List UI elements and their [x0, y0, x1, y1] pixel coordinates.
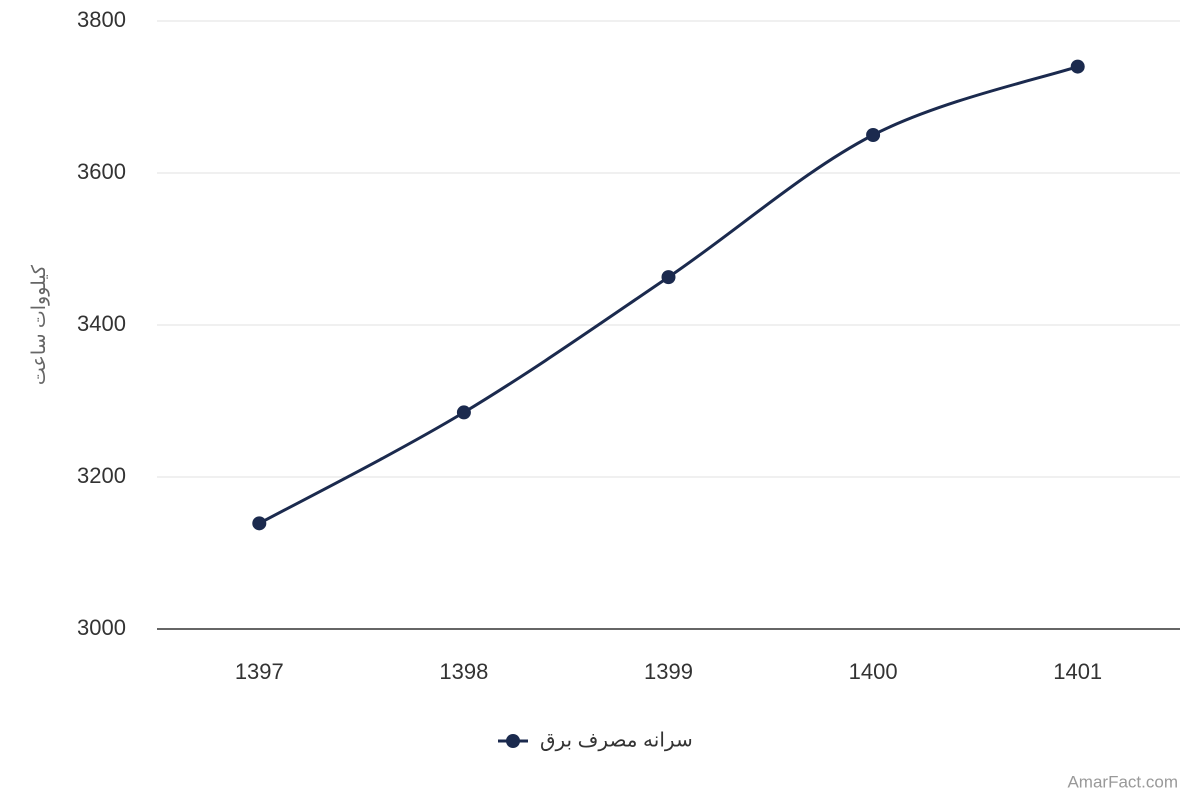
legend-marker [506, 734, 520, 748]
point-marker [456, 405, 471, 420]
point-marker [1070, 59, 1085, 74]
x-tick-label: 1398 [439, 659, 488, 684]
y-axis-label: کیلووات ساعت [29, 264, 50, 385]
legend-label: سرانه مصرف برق [540, 729, 693, 751]
series-line [258, 65, 1079, 525]
x-tick-label: 1399 [644, 659, 693, 684]
credit: AmarFact.com [1067, 772, 1178, 791]
y-tick-label: 3600 [77, 159, 126, 184]
y-tick-label: 3200 [77, 463, 126, 488]
y-tick-label: 3000 [77, 615, 126, 640]
point-marker [661, 270, 676, 285]
point-marker [866, 128, 881, 142]
x-tick-label: 1397 [235, 659, 284, 684]
point-marker [252, 516, 267, 531]
x-tick-label: 1401 [1053, 659, 1102, 684]
x-tick-label: 1400 [849, 659, 898, 684]
y-tick-label: 3400 [77, 311, 126, 336]
y-tick-label: 3800 [77, 7, 126, 32]
